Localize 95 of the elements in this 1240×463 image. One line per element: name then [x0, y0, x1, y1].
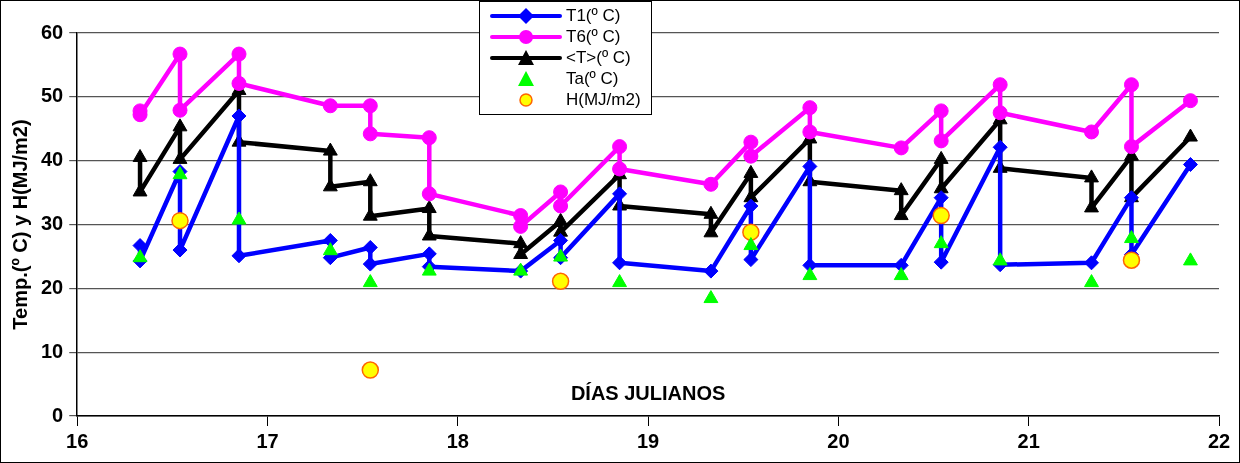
point	[932, 206, 950, 225]
x-tick-label: 20	[827, 429, 850, 452]
point	[743, 252, 759, 268]
point	[742, 223, 760, 241]
point	[703, 176, 719, 192]
y-tick-label: 30	[41, 212, 64, 235]
point	[132, 249, 148, 263]
x-tick-label: 21	[1017, 429, 1040, 452]
y-tick-label: 60	[41, 20, 64, 43]
point	[421, 186, 437, 202]
point	[421, 246, 437, 262]
point	[703, 290, 719, 304]
point	[553, 248, 569, 262]
point	[231, 46, 247, 62]
point	[171, 211, 189, 230]
point	[1123, 77, 1139, 93]
point	[553, 232, 569, 248]
point	[231, 211, 247, 225]
point	[322, 142, 338, 156]
point	[802, 124, 818, 140]
point	[992, 77, 1008, 93]
x-tick-label: 19	[637, 429, 660, 452]
point	[992, 105, 1008, 121]
point	[802, 100, 818, 116]
legend-label: <T>(º C)	[566, 47, 631, 68]
point	[172, 118, 188, 132]
y-axis-title: Temp.(º C) y H(MJ/m2)	[8, 119, 31, 330]
y-tick-label: 50	[41, 84, 64, 107]
x-tick-label: 18	[446, 429, 469, 452]
point	[992, 252, 1008, 266]
x-tick-label: 17	[256, 429, 279, 452]
y-tick-label: 40	[41, 148, 64, 171]
point	[743, 134, 759, 150]
point	[1084, 124, 1099, 140]
point	[933, 103, 949, 119]
x-tick-label: 16	[66, 429, 89, 452]
point	[802, 267, 818, 281]
point	[612, 274, 628, 288]
point	[421, 200, 437, 214]
point	[362, 173, 378, 187]
point	[1183, 128, 1198, 142]
point	[172, 102, 188, 118]
legend-label: H(MJ/m2)	[566, 89, 641, 110]
y-tick-label: 10	[41, 339, 64, 362]
x-axis-title: DÍAS JULIANOS	[570, 381, 726, 404]
y-tick-label: 0	[52, 403, 64, 426]
point	[1182, 93, 1198, 109]
point	[553, 184, 569, 200]
x-tick-label: 22	[1207, 429, 1231, 452]
legend-label: Ta(º C)	[566, 68, 619, 89]
point	[612, 161, 628, 177]
point	[231, 75, 247, 91]
point	[513, 235, 529, 249]
point	[743, 164, 759, 178]
point	[1084, 169, 1099, 183]
point	[1123, 139, 1139, 155]
point	[513, 246, 529, 259]
point	[1122, 251, 1141, 269]
point	[322, 98, 338, 114]
point	[132, 148, 148, 162]
point	[703, 263, 719, 279]
y-tick-label: 20	[41, 275, 64, 298]
point	[1182, 157, 1198, 172]
legend-label: T1(º C)	[566, 5, 621, 26]
point	[612, 139, 628, 155]
point	[992, 139, 1008, 155]
point	[933, 235, 949, 249]
point	[1084, 274, 1099, 288]
point	[361, 361, 380, 379]
point	[612, 186, 628, 202]
point	[703, 205, 719, 219]
point	[553, 198, 569, 214]
point	[1124, 230, 1139, 244]
point	[553, 212, 569, 226]
point	[362, 239, 378, 255]
point	[551, 272, 570, 291]
point	[362, 126, 378, 142]
point	[893, 267, 909, 281]
point	[362, 274, 378, 288]
point	[893, 182, 909, 196]
point	[933, 133, 949, 149]
point	[421, 130, 437, 146]
point	[322, 242, 338, 256]
point	[1183, 252, 1198, 266]
point	[362, 256, 378, 272]
point	[893, 140, 909, 156]
point	[743, 237, 759, 251]
point	[802, 158, 818, 174]
point	[743, 148, 759, 164]
legend-label: T6(º C)	[566, 26, 621, 47]
point	[362, 98, 378, 114]
point	[231, 248, 247, 264]
point	[933, 150, 949, 164]
point	[1084, 255, 1099, 271]
point	[172, 46, 188, 62]
